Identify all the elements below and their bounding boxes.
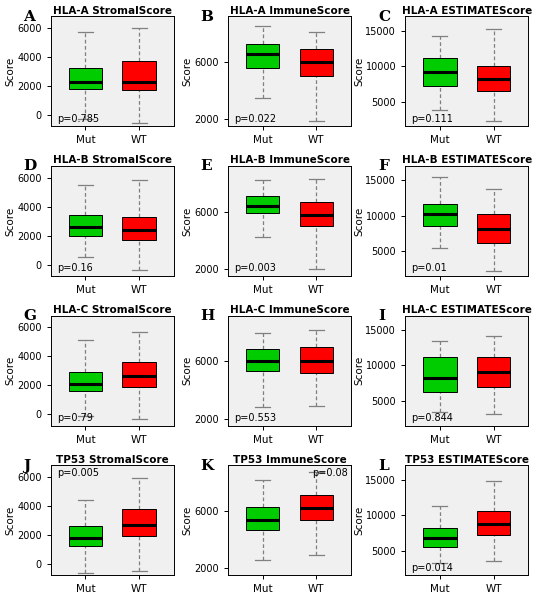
FancyBboxPatch shape — [423, 528, 457, 547]
Title: HLA-C StromalScore: HLA-C StromalScore — [53, 305, 171, 315]
Y-axis label: Score: Score — [183, 57, 193, 86]
Y-axis label: Score: Score — [183, 506, 193, 535]
Text: p=0.844: p=0.844 — [411, 413, 453, 423]
FancyBboxPatch shape — [423, 58, 457, 86]
FancyBboxPatch shape — [69, 526, 102, 547]
Title: HLA-B StromalScore: HLA-B StromalScore — [53, 155, 172, 165]
Text: J: J — [23, 458, 31, 473]
FancyBboxPatch shape — [69, 215, 102, 236]
Text: L: L — [378, 458, 389, 473]
Text: G: G — [23, 309, 36, 323]
FancyBboxPatch shape — [300, 496, 333, 520]
FancyBboxPatch shape — [122, 509, 156, 536]
Text: p=0.111: p=0.111 — [411, 114, 453, 124]
Y-axis label: Score: Score — [183, 206, 193, 236]
Title: TP53 StromalScore: TP53 StromalScore — [56, 455, 169, 464]
FancyBboxPatch shape — [122, 217, 156, 240]
Y-axis label: Score: Score — [183, 356, 193, 385]
Title: HLA-A ESTIMATEScore: HLA-A ESTIMATEScore — [402, 5, 532, 16]
FancyBboxPatch shape — [69, 372, 102, 391]
Title: HLA-B ESTIMATEScore: HLA-B ESTIMATEScore — [402, 155, 532, 165]
Text: p=0.014: p=0.014 — [411, 563, 453, 573]
Title: TP53 ImmuneScore: TP53 ImmuneScore — [233, 455, 347, 464]
FancyBboxPatch shape — [477, 66, 510, 91]
Title: TP53 ESTIMATEScore: TP53 ESTIMATEScore — [405, 455, 529, 464]
FancyBboxPatch shape — [246, 196, 279, 213]
Y-axis label: Score: Score — [354, 506, 364, 535]
FancyBboxPatch shape — [300, 347, 333, 373]
FancyBboxPatch shape — [300, 49, 333, 76]
Text: p=0.16: p=0.16 — [57, 263, 92, 274]
Text: I: I — [378, 309, 385, 323]
Y-axis label: Score: Score — [354, 356, 364, 385]
Text: p=0.005: p=0.005 — [57, 468, 99, 478]
Text: K: K — [201, 458, 214, 473]
Text: D: D — [23, 160, 37, 173]
Y-axis label: Score: Score — [5, 356, 15, 385]
Text: A: A — [23, 10, 35, 24]
FancyBboxPatch shape — [423, 203, 457, 226]
FancyBboxPatch shape — [69, 68, 102, 89]
Title: HLA-C ESTIMATEScore: HLA-C ESTIMATEScore — [402, 305, 532, 315]
Text: B: B — [201, 10, 214, 24]
Y-axis label: Score: Score — [354, 206, 364, 236]
Text: p=0.003: p=0.003 — [234, 263, 276, 274]
FancyBboxPatch shape — [477, 511, 510, 535]
Text: p=0.01: p=0.01 — [411, 263, 447, 274]
Text: p=0.08: p=0.08 — [312, 468, 348, 478]
FancyBboxPatch shape — [122, 61, 156, 90]
Text: H: H — [201, 309, 215, 323]
Text: p=0.022: p=0.022 — [234, 114, 276, 124]
Title: HLA-A ImmuneScore: HLA-A ImmuneScore — [230, 5, 350, 16]
Text: E: E — [201, 160, 213, 173]
FancyBboxPatch shape — [423, 357, 457, 392]
FancyBboxPatch shape — [122, 362, 156, 386]
Text: F: F — [378, 160, 389, 173]
FancyBboxPatch shape — [246, 349, 279, 371]
FancyBboxPatch shape — [246, 507, 279, 530]
Text: p=0.79: p=0.79 — [57, 413, 92, 423]
Y-axis label: Score: Score — [5, 506, 15, 535]
Text: p=0.553: p=0.553 — [234, 413, 276, 423]
Title: HLA-B ImmuneScore: HLA-B ImmuneScore — [230, 155, 350, 165]
FancyBboxPatch shape — [477, 357, 510, 386]
Text: C: C — [378, 10, 390, 24]
Title: HLA-C ImmuneScore: HLA-C ImmuneScore — [230, 305, 349, 315]
Title: HLA-A StromalScore: HLA-A StromalScore — [53, 5, 172, 16]
FancyBboxPatch shape — [477, 214, 510, 243]
FancyBboxPatch shape — [246, 44, 279, 68]
Y-axis label: Score: Score — [5, 57, 15, 86]
Y-axis label: Score: Score — [354, 57, 364, 86]
Text: p=0.785: p=0.785 — [57, 114, 99, 124]
Y-axis label: Score: Score — [5, 206, 15, 236]
FancyBboxPatch shape — [300, 202, 333, 226]
